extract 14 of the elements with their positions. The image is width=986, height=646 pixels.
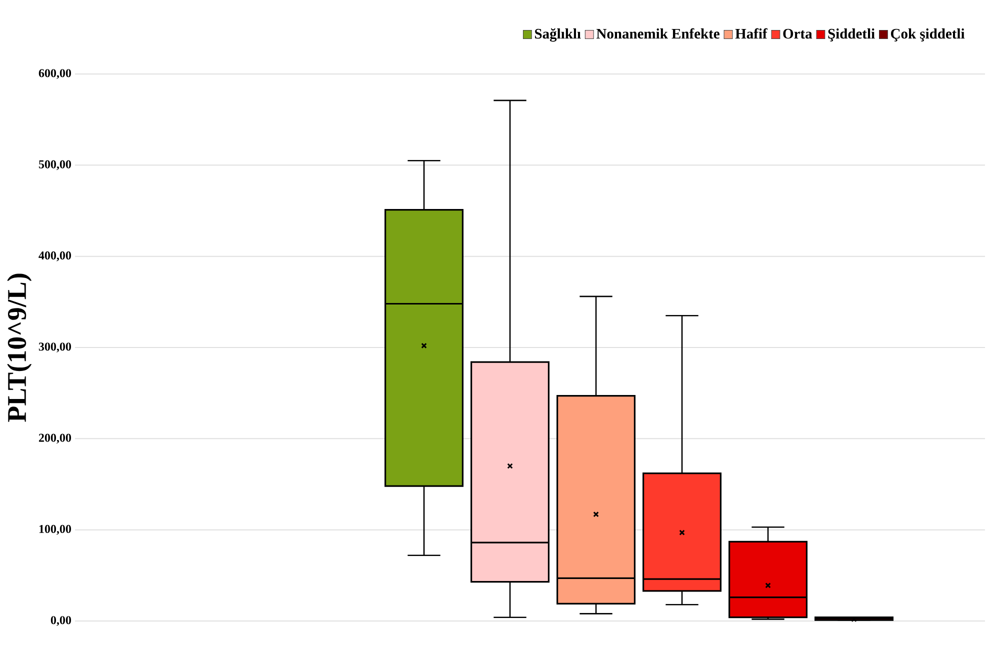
- legend-label: Orta: [783, 28, 812, 39]
- y-tick-label: 100,00: [39, 524, 72, 535]
- legend-label: Çok şiddetli: [890, 28, 965, 42]
- y-tick-label: 600,00: [38, 69, 72, 79]
- y-tick-label: 0,00: [50, 616, 72, 626]
- y-tick-label: 300,00: [38, 342, 72, 352]
- y-tick-label: 200,00: [38, 434, 72, 444]
- legend-label: Şiddetli: [828, 28, 875, 42]
- y-tick-label: 400,00: [38, 251, 72, 262]
- legend-label: Hafif: [735, 28, 768, 39]
- legend-label: Sağlıklı: [535, 28, 581, 42]
- legend-label: Nonanemik Enfekte: [596, 28, 720, 39]
- y-axis-title: PLT(10^9/L): [7, 274, 32, 422]
- y-tick-label: 500,00: [38, 160, 72, 170]
